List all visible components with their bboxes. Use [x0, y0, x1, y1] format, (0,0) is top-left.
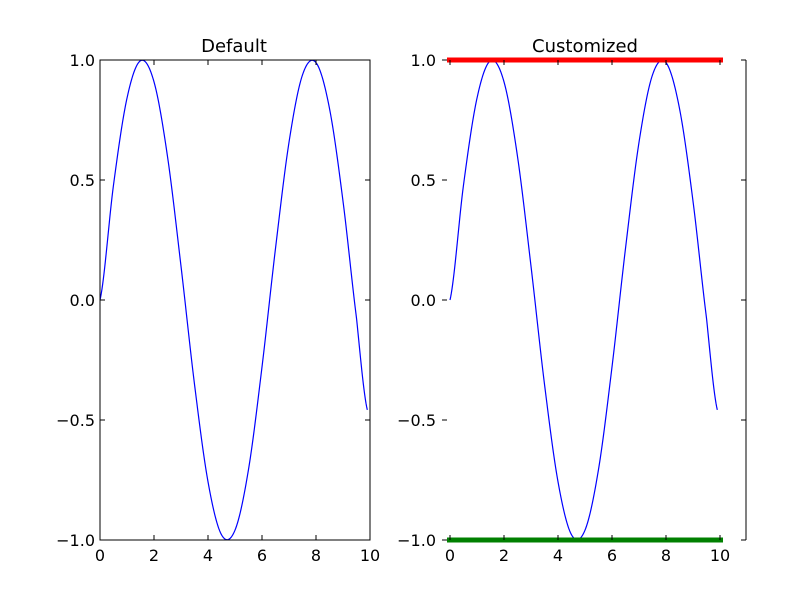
panel-customized-x-tick-label: 0: [445, 546, 455, 565]
panel-default-y-tick-label: −1.0: [56, 531, 95, 550]
panel-default-frame: [99, 59, 371, 541]
panel-customized-y-tick-label: 0.5: [411, 171, 436, 190]
panel-customized: Customized 0 2 4 6 8 10 1.0 0.5 0.0 −0.5 −1.0: [397, 36, 747, 565]
panel-default-x-tick-label: 0: [95, 546, 105, 565]
panel-default-y-tick-label: 0.0: [70, 291, 95, 310]
panel-customized-y-tick-label: −1.0: [397, 531, 436, 550]
panel-customized-series-line-0: [449, 59, 718, 541]
panel-default-x-tick-label: 6: [257, 546, 267, 565]
panel-customized-tick-labels: 0 2 4 6 8 10 1.0 0.5 0.0 −0.5 −1.0: [397, 51, 730, 565]
panel-default-x-tick-label: 2: [149, 546, 159, 565]
panel-customized-x-tick-label: 2: [499, 546, 509, 565]
panel-customized-ticks: [442, 59, 746, 541]
panel-default-y-tick-label: 0.5: [70, 171, 95, 190]
panel-customized-y-tick-label: 1.0: [411, 51, 436, 70]
panel-customized-y-tick-label: 0.0: [411, 291, 436, 310]
panel-default-y-tick-label: 1.0: [70, 51, 95, 70]
panel-customized-series: [449, 59, 718, 541]
panel-customized-x-tick-label: 4: [553, 546, 563, 565]
panel-default: Default 0 2 4 6 8 10 1.0 0.5 0.0 −0.5 −1.0: [56, 36, 380, 565]
panel-default-y-tick-label: −0.5: [56, 411, 95, 430]
panel-customized-x-tick-label: 6: [607, 546, 617, 565]
panel-default-x-tick-label: 4: [203, 546, 213, 565]
panel-default-ticks: [99, 59, 371, 541]
panel-customized-title: Customized: [532, 36, 638, 57]
panel-default-series-line-0: [99, 59, 368, 541]
panel-default-series: [99, 59, 368, 541]
panel-default-title: Default: [201, 36, 267, 57]
panel-default-x-tick-label: 10: [360, 546, 380, 565]
panel-customized-x-tick-label: 8: [661, 546, 671, 565]
panel-customized-x-tick-label: 10: [710, 546, 730, 565]
panel-default-x-tick-label: 8: [311, 546, 321, 565]
panel-customized-y-tick-label: −0.5: [397, 411, 436, 430]
panel-customized-frame: [447, 57, 747, 543]
panel-default-tick-labels: 0 2 4 6 8 10 1.0 0.5 0.0 −0.5 −1.0: [56, 51, 380, 565]
